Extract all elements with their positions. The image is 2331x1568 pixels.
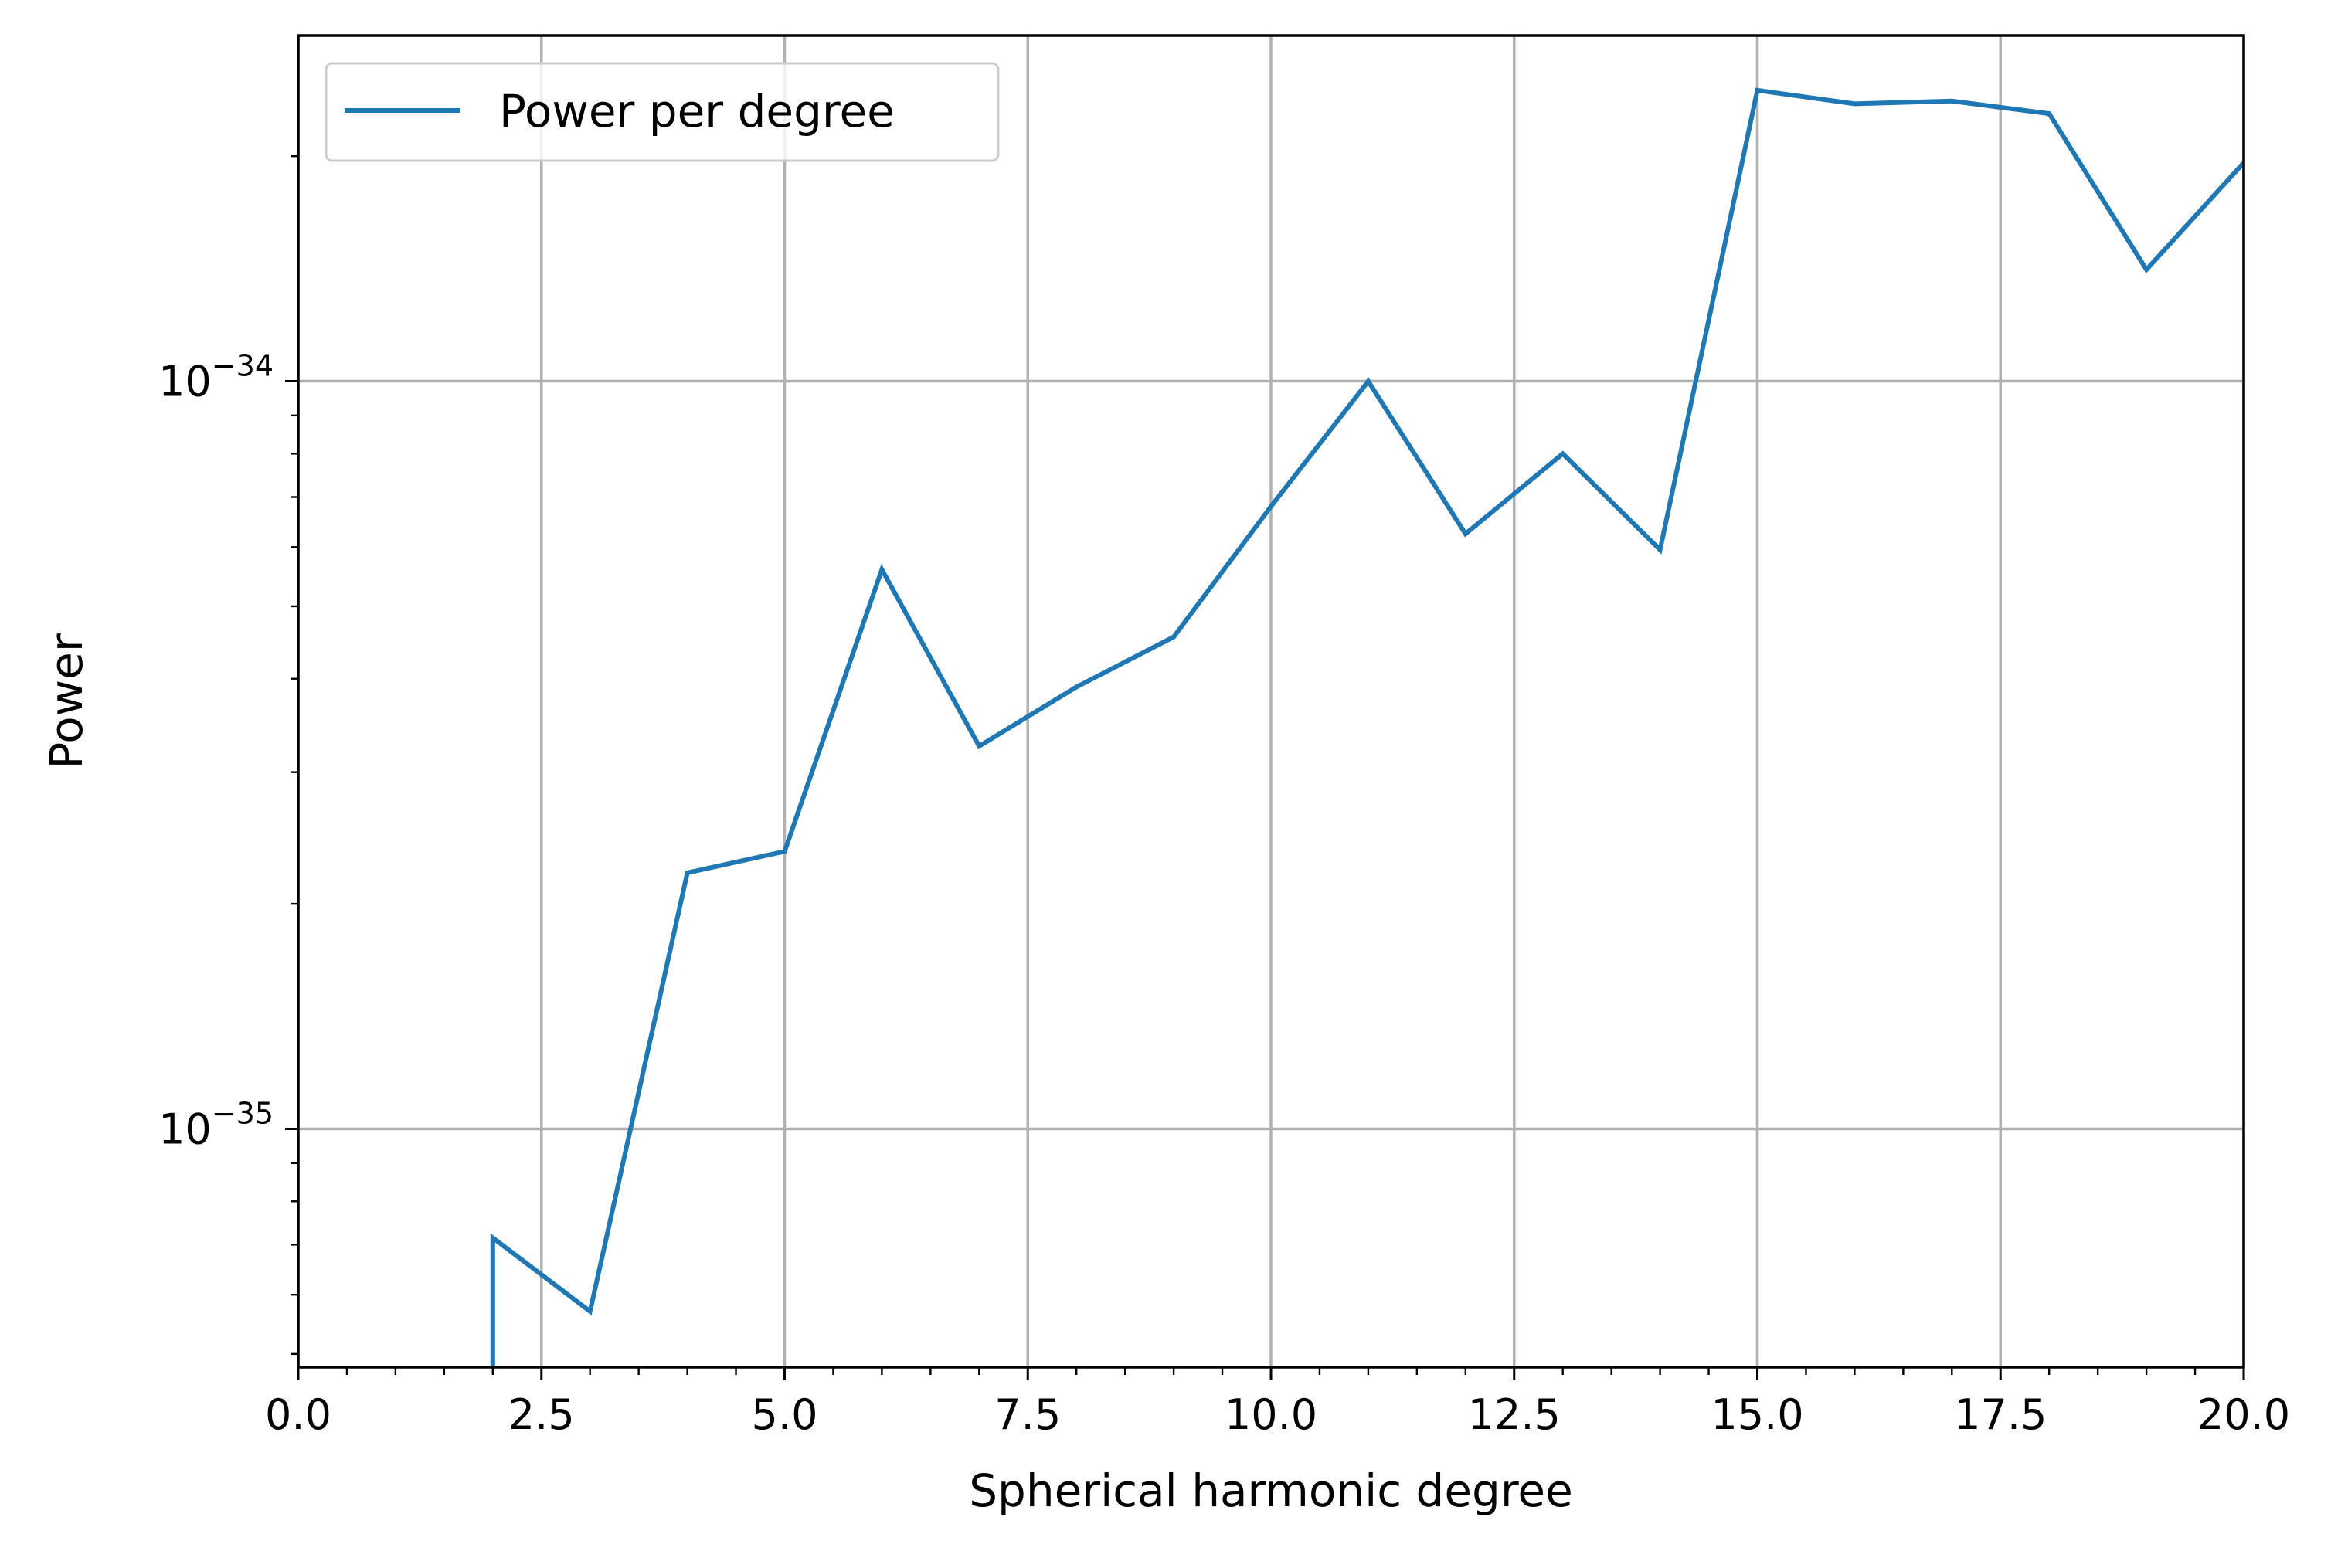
legend-box (325, 62, 1000, 162)
x-tick-label: 2.5 (508, 1390, 575, 1439)
x-tick-label: 15.0 (1711, 1390, 1803, 1439)
x-tick-label: 10.0 (1225, 1390, 1317, 1439)
x-tick-label: 20.0 (2197, 1390, 2290, 1439)
series-line (490, 87, 2246, 1367)
x-tick-label: 5.0 (752, 1390, 818, 1439)
x-tick-label: 0.0 (265, 1390, 331, 1439)
x-tick-label: 7.5 (994, 1390, 1061, 1439)
ticks: 0.0 2.5 5.0 7.5 10.0 12.5 15.0 17.5 20.0 10−35 10−… (158, 154, 2290, 1439)
y-tick-label: 10−34 (158, 349, 274, 406)
x-axis-label: Spherical harmonic degree (969, 1464, 1573, 1517)
x-tick-label: 12.5 (1468, 1390, 1561, 1439)
y-tick-label: 10−35 (158, 1096, 274, 1153)
legend: Power per degree (325, 62, 1000, 162)
x-tick-label: 17.5 (1954, 1390, 2047, 1439)
series-layer (490, 87, 2246, 1367)
y-axis-label: Power (40, 633, 93, 769)
grid (297, 36, 2245, 1367)
legend-label: Power per degree (499, 85, 895, 137)
